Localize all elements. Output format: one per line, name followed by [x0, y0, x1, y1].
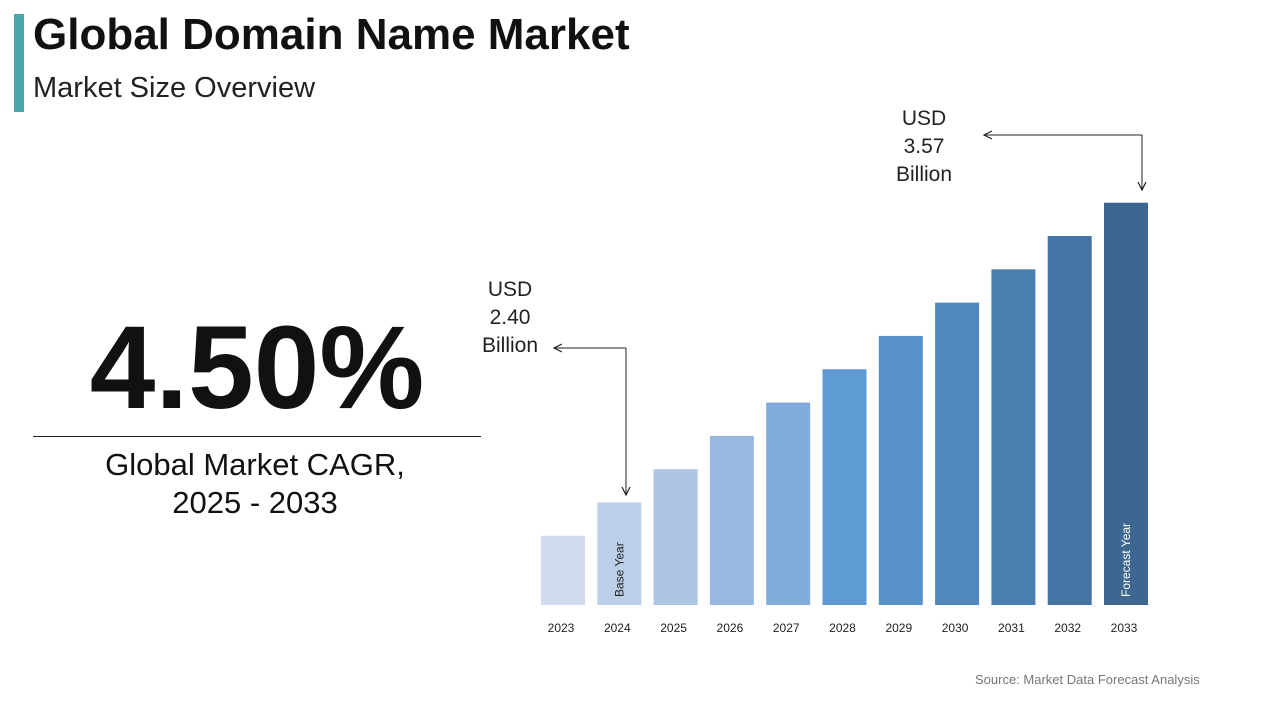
bar: [991, 269, 1036, 605]
bar: [878, 335, 923, 605]
bar: [766, 402, 811, 605]
x-tick-label: 2027: [773, 621, 800, 635]
divider: [33, 436, 481, 437]
bar-label: Base Year: [612, 542, 626, 597]
x-tick-label: 2028: [829, 621, 856, 635]
bar: [822, 369, 867, 605]
x-tick-label: 2030: [942, 621, 969, 635]
kpi-value: 4.50%: [89, 302, 425, 434]
x-tick-label: 2029: [885, 621, 912, 635]
x-tick-label: 2023: [548, 621, 575, 635]
bar: [1104, 202, 1148, 605]
bar: [653, 469, 698, 605]
accent-bar: [14, 14, 24, 112]
kpi-label: Global Market CAGR, 2025 - 2033: [105, 447, 405, 520]
bar-label: Forecast Year: [1119, 523, 1133, 597]
x-tick-label: 2025: [660, 621, 687, 635]
subtitle: Market Size Overview: [33, 72, 316, 104]
x-tick-label: 2024: [604, 621, 631, 635]
bar: [597, 502, 642, 605]
title: Global Domain Name Market: [33, 10, 630, 59]
value-label: USD 3.57 Billion: [895, 107, 953, 186]
x-tick-label: 2032: [1054, 621, 1081, 635]
value-label: USD 2.40 Billion: [481, 278, 539, 357]
source: Source: Market Data Forecast Analysis: [975, 672, 1200, 687]
bar: [1047, 236, 1092, 605]
bar: [541, 535, 585, 605]
x-tick-label: 2026: [717, 621, 744, 635]
bar: [709, 435, 754, 605]
x-tick-label: 2031: [998, 621, 1025, 635]
bar: [935, 302, 980, 605]
x-tick-label: 2033: [1111, 621, 1138, 635]
